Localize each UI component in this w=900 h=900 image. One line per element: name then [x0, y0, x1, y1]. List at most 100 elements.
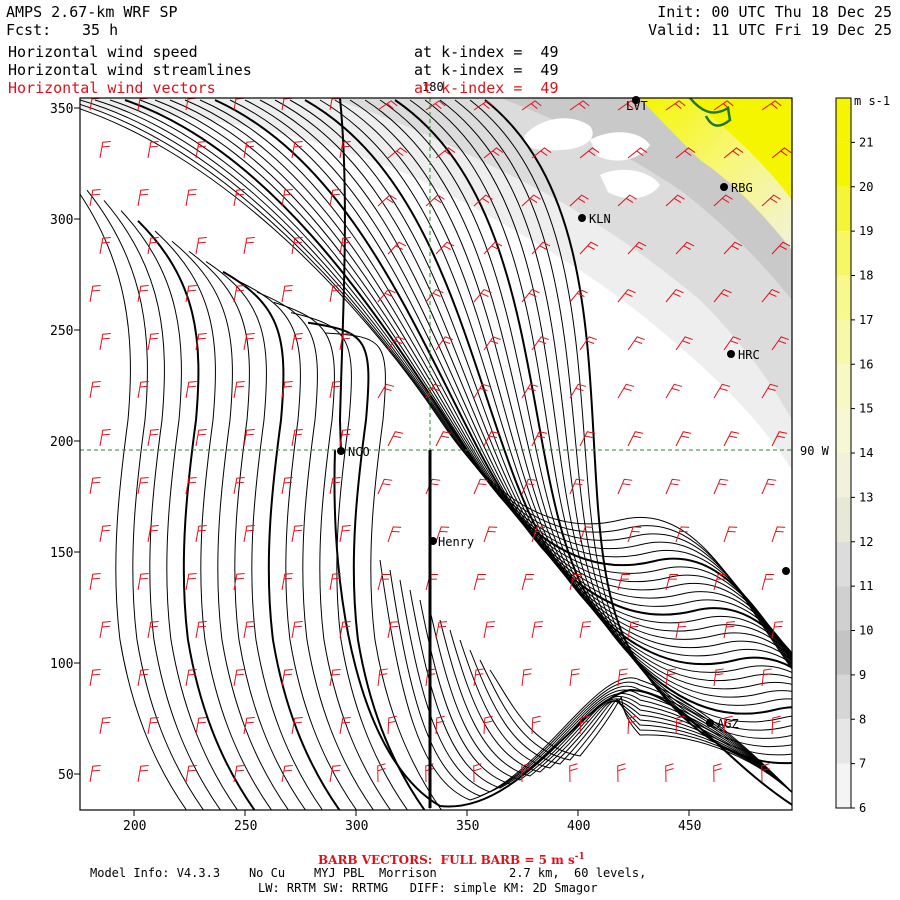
- wind-barb: [89, 572, 101, 591]
- coastline: [689, 98, 732, 127]
- wind-barb: [675, 147, 696, 159]
- wind-barb: [339, 620, 351, 639]
- station-henry: Henry: [438, 535, 474, 549]
- wind-barb: [185, 284, 197, 303]
- streamline: [489, 669, 792, 794]
- wind-barb: [137, 668, 149, 687]
- colorbar-swatch: [836, 630, 851, 675]
- wind-barb: [147, 716, 159, 735]
- wind-barb: [89, 476, 101, 495]
- wind-barb: [771, 241, 791, 255]
- wind-barb: [723, 621, 736, 639]
- wind-barb: [137, 284, 149, 303]
- wind-barb: [281, 668, 293, 687]
- wind-barb: [569, 288, 588, 303]
- wind-barb: [483, 526, 498, 543]
- wind-barb: [761, 763, 770, 783]
- colorbar-label: 20: [859, 180, 873, 194]
- streamline: [80, 104, 792, 669]
- wind-barb: [665, 100, 686, 111]
- wind-barb: [579, 336, 597, 351]
- wind-barb: [723, 241, 743, 255]
- wind-barb: [185, 668, 197, 687]
- colorbar-label: 13: [859, 490, 873, 504]
- wind-barb: [339, 716, 351, 735]
- wind-barb: [291, 620, 303, 639]
- wind-barb: [675, 526, 690, 543]
- forecast-hours: 35 h: [82, 21, 119, 39]
- wind-barb: [435, 241, 455, 255]
- y-tick-label: 300: [50, 213, 73, 228]
- colorbar-label: 19: [859, 224, 873, 238]
- station-agz: AGZ: [717, 717, 739, 731]
- colorbar-swatch: [836, 186, 851, 232]
- physics-info: LW: RRTM SW: RRTMG DIFF: simple KM: 2D S…: [258, 881, 598, 895]
- wind-barb: [531, 336, 549, 351]
- wind-barb: [579, 621, 592, 639]
- streamline: [449, 629, 792, 793]
- wind-barb: [761, 100, 782, 111]
- wind-barb: [281, 380, 293, 399]
- wind-barb: [195, 620, 207, 639]
- wind-barb: [147, 332, 159, 351]
- wind-barb: [387, 621, 400, 639]
- wind-barb: [675, 241, 695, 255]
- wind-barb: [185, 380, 197, 399]
- wind-barb: [387, 526, 402, 543]
- wind-barb: [473, 100, 494, 111]
- wind-barb: [627, 147, 648, 159]
- streamline: [222, 270, 341, 810]
- wind-barb: [243, 716, 255, 735]
- forecast-label: Fcst:: [6, 21, 52, 39]
- station-dot-hrc: [727, 350, 735, 358]
- wind-barb: [761, 573, 775, 591]
- wind-barb: [665, 573, 679, 591]
- streamline: [479, 659, 792, 794]
- wind-barb: [665, 763, 674, 783]
- wind-barb: [243, 428, 255, 447]
- wind-barb: [339, 236, 351, 255]
- streamline: [205, 261, 324, 810]
- x-tick-label: 300: [345, 819, 368, 834]
- wind-barb: [99, 524, 111, 543]
- wind-barb: [713, 194, 733, 207]
- wind-barb: [435, 621, 448, 639]
- y-tick-label: 350: [50, 102, 73, 117]
- longitude-90w-label: 90 W: [800, 444, 830, 458]
- colorbar-swatch: [836, 142, 851, 187]
- wind-barb: [579, 431, 596, 447]
- y-axis: 350 300 250 200 150 100 50: [50, 102, 80, 783]
- wind-barb: [617, 100, 638, 111]
- wind-barb: [291, 236, 303, 255]
- wind-barb: [233, 668, 245, 687]
- wind-barb: [147, 524, 159, 543]
- wind-barb: [531, 241, 551, 255]
- streamline: [459, 639, 792, 794]
- wind-barb: [99, 620, 111, 639]
- streamline: [439, 619, 792, 793]
- wind-barb: [377, 668, 388, 687]
- wind-barb: [281, 188, 293, 207]
- wind-barb: [473, 478, 489, 495]
- wind-barb: [195, 428, 207, 447]
- wind-barb: [521, 194, 541, 207]
- wind-barb: [627, 621, 640, 639]
- field-level-vectors: at k-index = 49: [414, 79, 559, 97]
- wind-barb: [771, 526, 786, 543]
- init-time: Init: 00 UTC Thu 18 Dec 25: [657, 3, 892, 21]
- wind-barb: [329, 380, 341, 399]
- x-tick-label: 200: [123, 819, 146, 834]
- wind-barb: [569, 383, 587, 399]
- wind-barb: [761, 288, 780, 303]
- wind-barb: [243, 524, 255, 543]
- wind-barb: [569, 100, 590, 111]
- wind-barb: [665, 478, 681, 495]
- plot-frame: [79, 97, 793, 811]
- wind-barb: [723, 147, 744, 159]
- wind-barb: [233, 476, 245, 495]
- wind-barb: [185, 476, 197, 495]
- streamline: [469, 649, 792, 794]
- wind-barb: [195, 332, 207, 351]
- station-hrc: HRC: [738, 348, 760, 362]
- wind-barb: [483, 336, 501, 351]
